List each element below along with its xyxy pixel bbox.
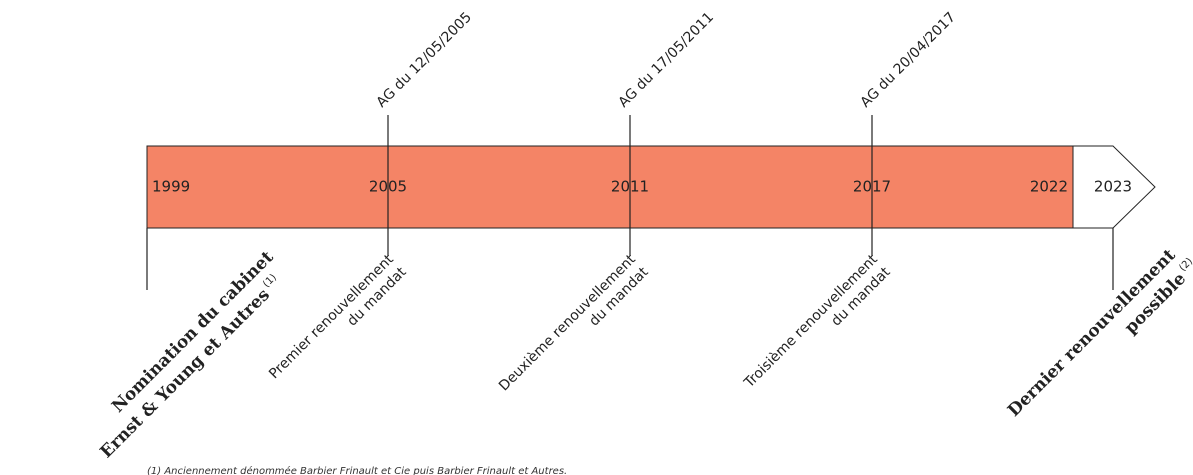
end-label: Dernier renouvellement possible(2) (1004, 245, 1193, 421)
event-label: Deuxième renouvellement du mandat (496, 251, 652, 394)
year: 2017 (853, 178, 891, 196)
event-label: Troisième renouvellement du mandat (741, 251, 894, 391)
year: 2005 (369, 178, 407, 196)
start-line: Ernst & Young et Autres(1) (96, 272, 286, 462)
event-date: AG du 17/05/2011 (616, 9, 717, 110)
year: 2023 (1094, 178, 1132, 196)
event-line: Troisième renouvellement (741, 251, 881, 391)
start-label: Nomination du cabinet Ernst & Young et A… (96, 247, 286, 462)
event-line: Deuxième renouvellement (496, 251, 639, 394)
timeline-bar (146, 145, 1074, 229)
event-date: AG du 20/04/2017 (858, 9, 959, 110)
event-line: Premier renouvellement (266, 251, 397, 382)
end-line: Dernier renouvellement (1004, 245, 1180, 421)
note-ref: (2) (1177, 256, 1193, 274)
footnote: (1) Anciennement dénommée Barbier Frinau… (147, 465, 567, 475)
start-line: Nomination du cabinet (108, 247, 277, 416)
timeline-arrow (1072, 145, 1156, 229)
start-line-text: Ernst & Young et Autres (97, 285, 274, 462)
year: 2011 (611, 178, 649, 196)
event-date: AG du 12/05/2005 (374, 9, 475, 110)
event-label: Premier renouvellement du mandat (266, 251, 410, 382)
year: 1999 (152, 178, 190, 196)
year: 2022 (1030, 178, 1068, 196)
